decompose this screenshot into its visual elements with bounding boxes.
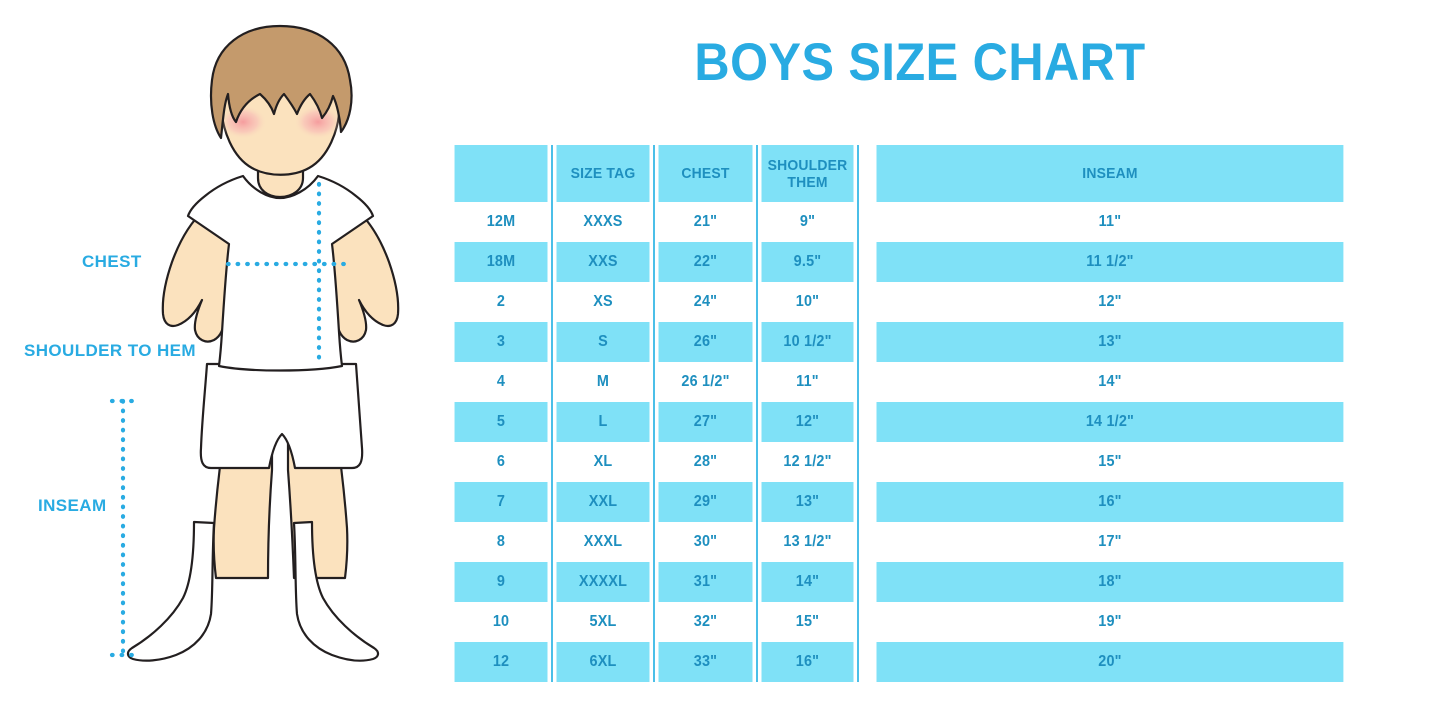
cell-size: 2 bbox=[454, 282, 550, 322]
cell-value: 28" bbox=[657, 442, 755, 482]
cell-value: 22" bbox=[657, 242, 755, 282]
inseam-label: INSEAM bbox=[38, 496, 107, 515]
cell-size: 10 bbox=[454, 602, 550, 642]
cell-size: 4 bbox=[454, 362, 550, 402]
measurement-lines bbox=[109, 181, 348, 658]
table-row: 6 XL 28" 12 1/2" 15" bbox=[451, 442, 1361, 482]
cell-size: 9 bbox=[454, 562, 550, 602]
cell-size: 6 bbox=[454, 442, 550, 482]
cell-value: XXL bbox=[555, 482, 652, 522]
boy-figure-svg bbox=[109, 24, 400, 662]
table-row: 9 XXXXL 31" 14" 18" bbox=[451, 562, 1361, 602]
right-boot bbox=[292, 520, 380, 662]
table-row: 3 S 26" 10 1/2" 13" bbox=[451, 322, 1361, 362]
cell-value: 5XL bbox=[555, 602, 652, 642]
table-row: 8 XXXL 30" 13 1/2" 17" bbox=[451, 522, 1361, 562]
hair bbox=[209, 24, 353, 140]
left-boot bbox=[126, 520, 216, 662]
cell-value: 30" bbox=[657, 522, 755, 562]
size-chart-panel: BOYS SIZE CHART SIZE TAG CHEST SHOULDER TH… bbox=[450, 0, 1445, 723]
cell-value: 24" bbox=[657, 282, 755, 322]
cell-size: 18M bbox=[454, 242, 550, 282]
cell-value: M bbox=[555, 362, 652, 402]
cell-value: 16" bbox=[875, 482, 1344, 522]
cell-value: XXXL bbox=[555, 522, 652, 562]
cell-value: 26 1/2" bbox=[657, 362, 755, 402]
cell-size: 5 bbox=[454, 402, 550, 442]
cell-value: 31" bbox=[657, 562, 755, 602]
table-row: 5 L 27" 12" 14 1/2" bbox=[451, 402, 1361, 442]
table-row: 7 XXL 29" 13" 16" bbox=[451, 482, 1361, 522]
cell-value: 14 1/2" bbox=[875, 402, 1344, 442]
cell-value: 12 1/2" bbox=[760, 442, 856, 482]
column-header-chest: CHEST bbox=[657, 145, 755, 202]
measurement-illustration: CHEST SHOULDER TO HEM INSEAM bbox=[0, 0, 450, 723]
shorts bbox=[199, 362, 364, 470]
cell-value: L bbox=[555, 402, 652, 442]
cell-value: XXXXL bbox=[555, 562, 652, 602]
cell-value: 10" bbox=[760, 282, 856, 322]
cell-value: 13" bbox=[875, 322, 1344, 362]
cell-value: 29" bbox=[657, 482, 755, 522]
cell-value: S bbox=[555, 322, 652, 362]
table-row: 2 XS 24" 10" 12" bbox=[451, 282, 1361, 322]
cell-value: 14" bbox=[760, 562, 856, 602]
cell-value: XXXS bbox=[555, 202, 652, 242]
cell-value: 26" bbox=[657, 322, 755, 362]
cell-value: 9" bbox=[760, 202, 856, 242]
cell-value: 6XL bbox=[555, 642, 652, 682]
right-blush bbox=[294, 105, 342, 139]
cell-size: 12 bbox=[454, 642, 550, 682]
page-title: BOYS SIZE CHART bbox=[694, 33, 1146, 92]
table-row: 10 5XL 32" 15" 19" bbox=[451, 602, 1361, 642]
cell-value: 19" bbox=[875, 602, 1344, 642]
cell-value: 18" bbox=[875, 562, 1344, 602]
cell-value: 11" bbox=[875, 202, 1344, 242]
table-header-row: SIZE TAG CHEST SHOULDER THEM INSEAM bbox=[451, 145, 1361, 202]
table-header: SIZE TAG CHEST SHOULDER THEM INSEAM bbox=[451, 145, 1361, 202]
cell-value: 15" bbox=[875, 442, 1344, 482]
table-body: 12M XXXS 21" 9" 11" 18M XXS 22" 9.5" 11 1/2" 2 XS 24… bbox=[451, 202, 1361, 682]
cell-value: 13 1/2" bbox=[760, 522, 856, 562]
cell-value: 9.5" bbox=[760, 242, 856, 282]
column-header-shoulder-them: SHOULDER THEM bbox=[760, 145, 856, 202]
table-row: 12M XXXS 21" 9" 11" bbox=[451, 202, 1361, 242]
cell-value: XS bbox=[555, 282, 652, 322]
cell-value: 17" bbox=[875, 522, 1344, 562]
cell-value: 12" bbox=[875, 282, 1344, 322]
tshirt bbox=[186, 174, 375, 372]
cell-value: 10 1/2" bbox=[760, 322, 856, 362]
cell-value: XXS bbox=[555, 242, 652, 282]
table-row: 4 M 26 1/2" 11" 14" bbox=[451, 362, 1361, 402]
cell-value: 32" bbox=[657, 602, 755, 642]
cell-value: 11 1/2" bbox=[875, 242, 1344, 282]
cell-value: 15" bbox=[760, 602, 856, 642]
column-header-size-tag: SIZE TAG bbox=[555, 145, 652, 202]
cell-value: 12" bbox=[760, 402, 856, 442]
cell-value: 11" bbox=[760, 362, 856, 402]
cell-size: 7 bbox=[454, 482, 550, 522]
cell-value: 21" bbox=[657, 202, 755, 242]
cell-value: 27" bbox=[657, 402, 755, 442]
cell-value: 33" bbox=[657, 642, 755, 682]
cell-value: 14" bbox=[875, 362, 1344, 402]
table-row: 12 6XL 33" 16" 20" bbox=[451, 642, 1361, 682]
cell-size: 3 bbox=[454, 322, 550, 362]
column-header-inseam: INSEAM bbox=[875, 145, 1344, 202]
cell-value: 16" bbox=[760, 642, 856, 682]
shoulder-to-hem-label: SHOULDER TO HEM bbox=[24, 341, 196, 360]
cell-size: 12M bbox=[454, 202, 550, 242]
chest-label: CHEST bbox=[82, 252, 142, 271]
cell-value: XL bbox=[555, 442, 652, 482]
column-header-size bbox=[454, 145, 550, 202]
table-row: 18M XXS 22" 9.5" 11 1/2" bbox=[451, 242, 1361, 282]
cell-value: 13" bbox=[760, 482, 856, 522]
cell-value: 20" bbox=[875, 642, 1344, 682]
cell-size: 8 bbox=[454, 522, 550, 562]
size-chart-table: SIZE TAG CHEST SHOULDER THEM INSEAM 12M XXXS… bbox=[451, 145, 1361, 682]
